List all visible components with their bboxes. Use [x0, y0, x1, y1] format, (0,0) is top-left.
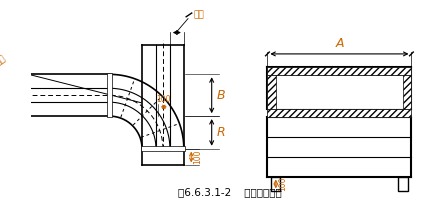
Text: 中节: 中节: [0, 54, 8, 67]
Text: 100: 100: [193, 150, 202, 164]
Bar: [107, 74, 112, 117]
Text: B: B: [216, 89, 225, 102]
Text: A: A: [335, 37, 344, 50]
Bar: [141, 146, 185, 151]
Bar: [403, 75, 412, 109]
Text: 100: 100: [279, 177, 288, 191]
Bar: [267, 75, 276, 109]
Text: 图6.6.3.1-2    弯管拼制示意: 图6.6.3.1-2 弯管拼制示意: [178, 187, 282, 197]
Text: 100: 100: [157, 95, 171, 104]
Bar: [267, 109, 412, 117]
Bar: [271, 177, 280, 191]
Bar: [399, 177, 408, 191]
Text: R: R: [216, 126, 225, 139]
Bar: [267, 67, 412, 75]
Text: 端节: 端节: [194, 10, 204, 19]
